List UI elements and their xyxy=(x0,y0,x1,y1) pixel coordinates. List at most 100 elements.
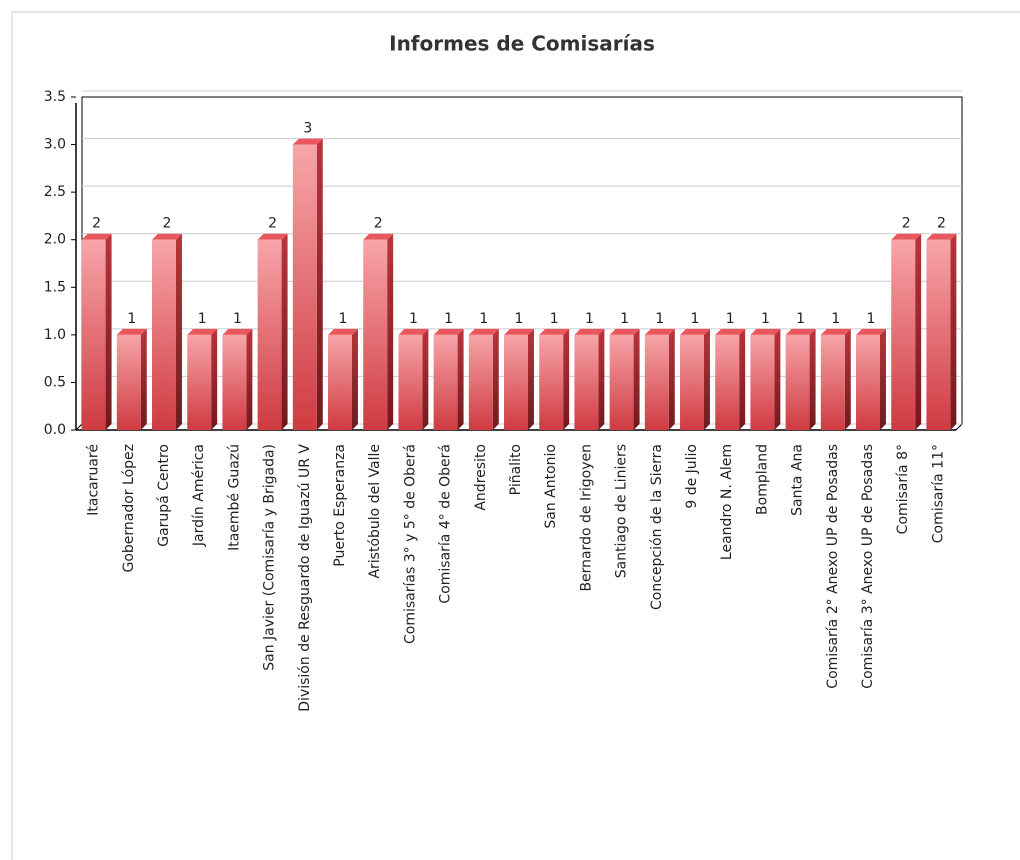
bar-side xyxy=(387,233,394,430)
bar-top xyxy=(750,328,781,335)
bar-side xyxy=(175,233,182,430)
x-tick-label: Leandro N. Alem xyxy=(719,444,735,560)
bar-side xyxy=(422,328,429,430)
bar-side xyxy=(492,328,499,430)
y-tick-label: 1.0 xyxy=(44,327,66,343)
x-tick-label: Comisarías 3° y 5° de Oberá xyxy=(402,444,418,644)
x-tick-label: San Antonio xyxy=(543,444,559,529)
y-tick-label: 0.0 xyxy=(44,422,66,438)
bar xyxy=(152,239,176,430)
bar-top xyxy=(926,233,957,240)
value-label: 1 xyxy=(831,311,840,327)
x-tick-label: Santa Ana xyxy=(790,444,806,516)
x-tick-label: Puerto Esperanza xyxy=(332,444,348,567)
y-tick-label: 1.5 xyxy=(44,279,66,295)
bar xyxy=(926,239,951,430)
bar xyxy=(856,334,880,430)
bar xyxy=(328,334,352,430)
bar-top xyxy=(680,328,710,335)
value-label: 1 xyxy=(867,311,876,327)
bar xyxy=(363,239,388,430)
value-label: 1 xyxy=(339,311,348,327)
x-tick-label: Comisaría 8° xyxy=(895,444,911,534)
bar xyxy=(81,239,106,430)
bar xyxy=(820,334,845,430)
bar-top xyxy=(433,328,464,335)
y-tick-label: 2.0 xyxy=(44,232,66,248)
x-tick-label: Gobernador López xyxy=(121,444,137,573)
bar xyxy=(644,334,669,430)
x-tick-label: Piñalito xyxy=(508,444,524,495)
value-label: 2 xyxy=(163,216,172,232)
y-tick-label: 0.5 xyxy=(44,374,66,390)
bar xyxy=(891,239,916,430)
bar-top xyxy=(504,328,534,335)
bar-side xyxy=(809,328,816,430)
x-tick-label: Itacaruaré xyxy=(86,444,102,516)
bar xyxy=(222,334,247,430)
y-tick-label: 3.5 xyxy=(44,89,66,105)
bar xyxy=(504,334,528,430)
value-label: 2 xyxy=(268,216,277,232)
x-tick-label: Itaembé Guazú xyxy=(226,444,242,551)
bar-top xyxy=(152,233,182,240)
x-tick-label: Andresito xyxy=(473,444,489,511)
bar-top xyxy=(539,328,570,335)
x-tick-label: 9 de Julio xyxy=(684,444,700,509)
bar-side xyxy=(316,138,323,431)
bar-side xyxy=(844,328,851,430)
y-tick-label: 3.0 xyxy=(44,137,66,153)
value-label: 2 xyxy=(92,216,101,232)
x-tick-label: Bernardo de Irigoyen xyxy=(578,444,594,592)
bar xyxy=(116,334,141,430)
bar-side xyxy=(598,328,605,430)
chart-title: Informes de Comisarías xyxy=(389,32,655,56)
bar-side xyxy=(915,233,922,430)
bar-side xyxy=(351,328,358,430)
x-tick-label: División de Resguardo de Iguazú UR V xyxy=(297,444,313,712)
bar-top xyxy=(574,328,605,335)
bar-side xyxy=(563,328,570,430)
value-label: 2 xyxy=(374,216,383,232)
x-tick-label: Santiago de Liniers xyxy=(614,444,630,578)
x-tick-label: Comisaría 3° Anexo UP de Posadas xyxy=(860,444,876,689)
value-label: 1 xyxy=(409,311,418,327)
bar-side xyxy=(879,328,886,430)
bar-side xyxy=(105,233,112,430)
x-tick-label: Jardín América xyxy=(191,444,207,547)
bar-side xyxy=(211,328,218,430)
x-tick-label: Comisaría 2° Anexo UP de Posadas xyxy=(825,444,841,689)
y-tick-label: 2.5 xyxy=(44,184,66,200)
bar xyxy=(433,334,458,430)
value-label: 1 xyxy=(796,311,805,327)
bar xyxy=(187,334,212,430)
bar-side xyxy=(950,233,957,430)
bar-top xyxy=(257,233,288,240)
bar-top xyxy=(856,328,886,335)
bar-side xyxy=(633,328,640,430)
x-tick-label: Comisaría 11° xyxy=(930,444,946,543)
value-label: 1 xyxy=(726,311,735,327)
value-label: 1 xyxy=(585,311,594,327)
frame xyxy=(11,11,1020,860)
bar xyxy=(609,334,634,430)
bar-side xyxy=(457,328,464,430)
bar-side xyxy=(774,328,781,430)
bar-top xyxy=(222,328,253,335)
bar-top xyxy=(891,233,922,240)
bar-top xyxy=(187,328,218,335)
value-label: 1 xyxy=(620,311,629,327)
bar xyxy=(750,334,775,430)
bar-side xyxy=(703,328,710,430)
x-tick-label: Concepción de la Sierra xyxy=(649,444,665,610)
bar-side xyxy=(246,328,253,430)
bar-top xyxy=(609,328,640,335)
bar xyxy=(785,334,810,430)
value-label: 1 xyxy=(655,311,664,327)
bar-top xyxy=(116,328,147,335)
x-tick-label: Comisaría 4° de Oberá xyxy=(438,444,454,604)
bar xyxy=(715,334,740,430)
bar-top xyxy=(81,233,112,240)
value-label: 1 xyxy=(198,311,207,327)
bar-top xyxy=(785,328,816,335)
